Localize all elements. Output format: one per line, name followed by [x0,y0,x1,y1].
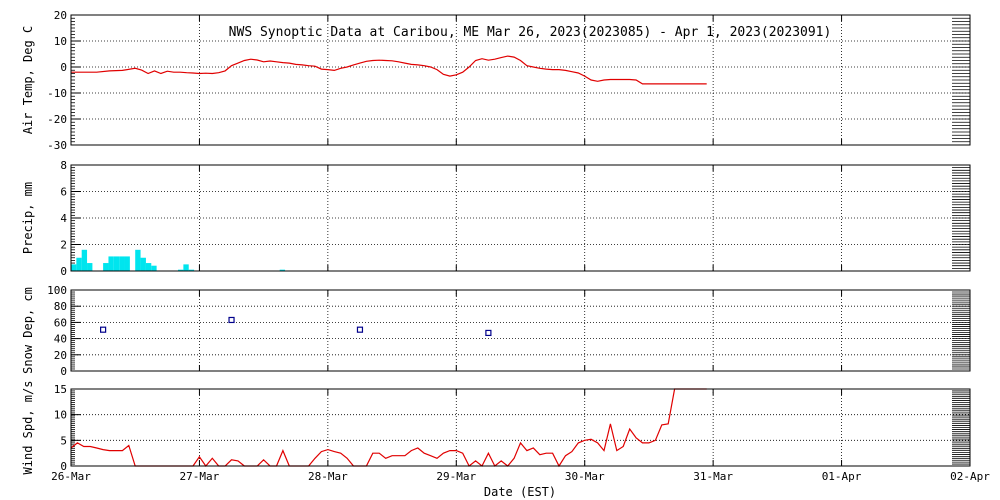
y-axis-label-air: Air Temp, Deg C [21,26,35,134]
precip-bar [151,265,157,271]
precip-bar [279,269,286,271]
y-tick-label: 0 [60,460,67,473]
y-tick-label: 5 [60,434,67,447]
precip-bar [119,256,125,271]
y-tick-label: 15 [54,383,67,396]
snow-depth-point [485,329,492,337]
series-line-wind [70,388,707,468]
y-tick-label: 60 [54,316,67,329]
precip-bar [140,257,146,271]
x-tick-label: 29-Mar [436,470,476,483]
x-axis-label: Date (EST) [484,485,556,499]
panel-precip: 8 6 4 2 0 Precip, mm [21,159,971,278]
precip-bar [113,256,120,271]
x-tick-label: 26-Mar [51,470,91,483]
y-axis-label-precip: Precip, mm [21,182,35,254]
precip-bar [145,263,152,271]
snow-depth-point [356,326,364,333]
precip-bar [188,269,195,271]
precip-bar [87,263,93,271]
x-tick-label: 28-Mar [308,470,348,483]
precip-bar [81,249,88,271]
precip-bar [183,264,189,271]
y-axis-label-wind: Wind Spd, m/s [21,381,35,475]
y-tick-label: 6 [60,186,67,199]
y-tick-label: 20 [54,349,67,362]
y-tick-label: 10 [54,409,67,422]
y-tick-label: 0 [60,365,67,378]
panel-snow: 100 80 60 40 20 0 Snow Dep, cm [21,284,971,378]
precip-bar [103,263,109,271]
x-tick-label: 27-Mar [180,470,220,483]
y-axis-label-snow: Snow Dep, cm [21,287,35,374]
precip-bar [135,249,141,271]
panel-frame [70,388,971,467]
panel-frame [70,289,971,372]
y-tick-label: -20 [47,113,67,126]
x-tick-label: 01-Apr [822,470,862,483]
y-tick-label: 2 [60,239,67,252]
precip-bar [108,256,114,271]
y-tick-label: 10 [54,35,67,48]
panel-air: 20 10 0 -10 -20 -30 Air Temp, Deg C [21,9,971,152]
chart-title: NWS Synoptic Data at Caribou, ME Mar 26,… [229,25,832,40]
y-tick-label: -30 [47,139,67,152]
y-tick-label: 80 [54,300,67,313]
panel-wind: 15 10 5 0 Wind Spd, m/s [21,381,971,475]
snow-depth-point [228,316,235,324]
panel-frame [70,14,971,146]
y-tick-label: -10 [47,87,67,100]
y-tick-label: 0 [60,61,67,74]
series-line-air [71,55,707,85]
y-tick-label: 40 [54,333,67,346]
x-tick-label: 02-Apr [950,470,990,483]
y-tick-label: 100 [47,284,67,297]
y-tick-label: 20 [54,9,67,22]
panel-frame [70,164,971,272]
y-tick-label: 4 [60,212,67,225]
x-tick-label: 30-Mar [565,470,605,483]
precip-bar [71,264,77,271]
snow-depth-point [100,326,107,333]
y-tick-label: 8 [60,159,67,172]
y-tick-label: 0 [60,265,67,278]
precip-bar [178,269,184,271]
precip-bar [124,256,130,271]
x-tick-label: 31-Mar [693,470,733,483]
precip-bar [76,257,82,271]
